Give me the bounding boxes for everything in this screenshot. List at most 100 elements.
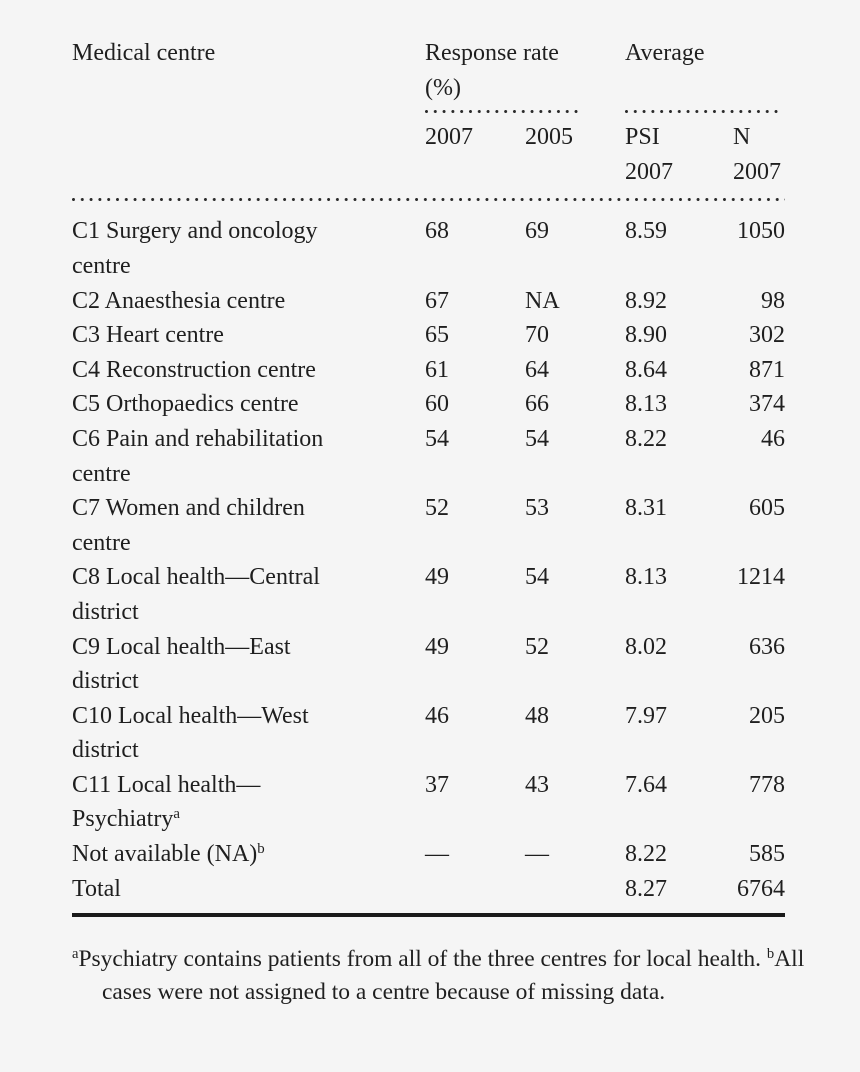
row-response-2007-value: 68 (425, 218, 449, 245)
row-name-superscript: b (257, 840, 265, 857)
row-centre-name-line2: centre (72, 252, 131, 279)
row-response-2005-value: 69 (525, 218, 549, 245)
row-centre-name-line2: Psychiatrya (72, 806, 180, 833)
table-bottom-rule (72, 913, 785, 918)
footnote-b-marker: b (766, 946, 775, 963)
row-centre-name-line1: Not available (NA)b (72, 840, 265, 868)
row-response-2005-value: NA (525, 287, 560, 314)
row-n-2007-value: 636 (749, 633, 785, 660)
row-psi-2007-value: 8.13 (625, 391, 667, 418)
table-body: C1 Surgery and oncology centre 68 69 8.5… (72, 214, 785, 906)
column-group-average: Average (625, 40, 705, 66)
row-centre-name-line1: C10 Local health—West (72, 702, 309, 729)
row-centre-name-line1: C2 Anaesthesia centre (72, 287, 286, 314)
row-centre-name: Not available (NA)b (72, 837, 425, 872)
column-group-response-rate: Response rate (%) (425, 36, 625, 105)
row-psi-2007-value: 7.64 (625, 771, 667, 798)
table-footnotes: aPsychiatry contains patients from all o… (72, 943, 818, 1008)
subheader-n-2007: N 2007 (733, 120, 785, 189)
row-n-2007-value: 374 (749, 391, 785, 418)
row-n-2007-value: 1050 (737, 218, 785, 245)
subheader-n-line2: 2007 (733, 158, 781, 185)
row-response-2007-value: 52 (425, 495, 449, 522)
row-response-2005-value: 54 (525, 425, 549, 452)
table-row: C2 Anaesthesia centre 67 NA 8.92 98 (72, 284, 785, 319)
row-centre-name: C1 Surgery and oncology centre (72, 214, 425, 283)
row-response-2005-value: 66 (525, 391, 549, 418)
row-centre-name-line1: C4 Reconstruction centre (72, 356, 316, 383)
row-response-2007-value: 49 (425, 564, 449, 591)
row-psi-2007-value: 8.13 (625, 564, 667, 591)
row-response-2005-value: 48 (525, 702, 549, 729)
row-centre-name-line1: C1 Surgery and oncology (72, 218, 318, 245)
subheader-psi-line1: PSI (625, 124, 660, 151)
row-centre-name-line2: district (72, 668, 139, 695)
subheader-response-2007: 2007 (425, 124, 473, 151)
average-group-dotted-rule (625, 110, 785, 114)
row-centre-name: C9 Local health—East district (72, 630, 425, 699)
footnote-a-marker: a (72, 946, 79, 963)
row-psi-2007-value: 8.90 (625, 322, 667, 349)
row-psi-2007-value: 8.31 (625, 495, 667, 522)
subheader-psi-line2: 2007 (625, 158, 673, 185)
row-psi-2007-value: 8.59 (625, 218, 667, 245)
row-response-2005-value: 64 (525, 356, 549, 383)
row-response-2007-value: 61 (425, 356, 449, 383)
row-n-2007-value: 205 (749, 702, 785, 729)
table-row: C3 Heart centre 65 70 8.90 302 (72, 318, 785, 353)
row-n-2007-value: 302 (749, 322, 785, 349)
row-response-2005-value: 43 (525, 771, 549, 798)
row-centre-name-line1: C5 Orthopaedics centre (72, 391, 299, 418)
row-psi-2007-value: 8.64 (625, 356, 667, 383)
row-n-2007-value: 46 (761, 425, 785, 452)
table-row: C8 Local health—Central district 49 54 8… (72, 560, 785, 629)
row-response-2007-value: 67 (425, 287, 449, 314)
row-psi-2007-value: 8.02 (625, 633, 667, 660)
row-centre-name-line1: C6 Pain and rehabilitation (72, 425, 324, 452)
table-row: C10 Local health—West district 46 48 7.9… (72, 699, 785, 768)
row-n-2007-value: 1214 (737, 564, 785, 591)
row-response-2007-value: 54 (425, 425, 449, 452)
footnote-a-text: Psychiatry contains patients from all of… (78, 946, 767, 973)
subheader-n-line1: N (733, 124, 751, 151)
table-row: C1 Surgery and oncology centre 68 69 8.5… (72, 214, 785, 283)
table-row: C7 Women and children centre 52 53 8.31 … (72, 491, 785, 560)
row-n-2007-value: 98 (761, 287, 785, 314)
table-row: Not available (NA)b — — 8.22 585 (72, 837, 785, 872)
row-n-2007-value: 778 (749, 771, 785, 798)
row-centre-name-line2: district (72, 598, 139, 625)
column-header-medical-centre: Medical centre (72, 40, 216, 66)
row-response-2007-value: — (425, 841, 449, 868)
row-psi-2007-value: 8.27 (625, 875, 667, 902)
row-response-2007-value: 65 (425, 322, 449, 349)
table-row: C9 Local health—East district 49 52 8.02… (72, 630, 785, 699)
table-row: C4 Reconstruction centre 61 64 8.64 871 (72, 353, 785, 388)
footnote-b-text: All cases were not assigned to a centre … (102, 946, 805, 1005)
row-centre-name: C2 Anaesthesia centre (72, 284, 425, 319)
table-row: C6 Pain and rehabilitation centre 54 54 … (72, 422, 785, 491)
subheader-spacer (72, 120, 425, 189)
table-row: C5 Orthopaedics centre 60 66 8.13 374 (72, 387, 785, 422)
row-centre-name: C8 Local health—Central district (72, 560, 425, 629)
row-centre-name-line2: centre (72, 529, 131, 556)
table-row: Total 8.27 6764 (72, 872, 785, 907)
row-centre-name-line2: centre (72, 460, 131, 487)
row-response-2005-value: 53 (525, 495, 549, 522)
row-centre-name: C3 Heart centre (72, 318, 425, 353)
header-body-dotted-rule (72, 198, 785, 202)
row-centre-name-line1: C11 Local health— (72, 771, 261, 798)
row-name-superscript: a (173, 806, 180, 823)
row-centre-name-line1: C9 Local health—East (72, 633, 291, 660)
table-header-groups: Medical centre Response rate (%) Average (72, 36, 785, 105)
group-divider-row (72, 110, 785, 114)
row-psi-2007-value: 8.22 (625, 425, 667, 452)
row-response-2005-value: 54 (525, 564, 549, 591)
row-response-2005-value: 52 (525, 633, 549, 660)
row-psi-2007-value: 8.22 (625, 841, 667, 868)
row-response-2005-value: — (525, 841, 549, 868)
column-group-response-rate-label: Response rate (%) (425, 40, 559, 101)
row-centre-name-line2: district (72, 737, 139, 764)
row-centre-name-line1: C3 Heart centre (72, 322, 224, 349)
row-centre-name: C6 Pain and rehabilitation centre (72, 422, 425, 491)
